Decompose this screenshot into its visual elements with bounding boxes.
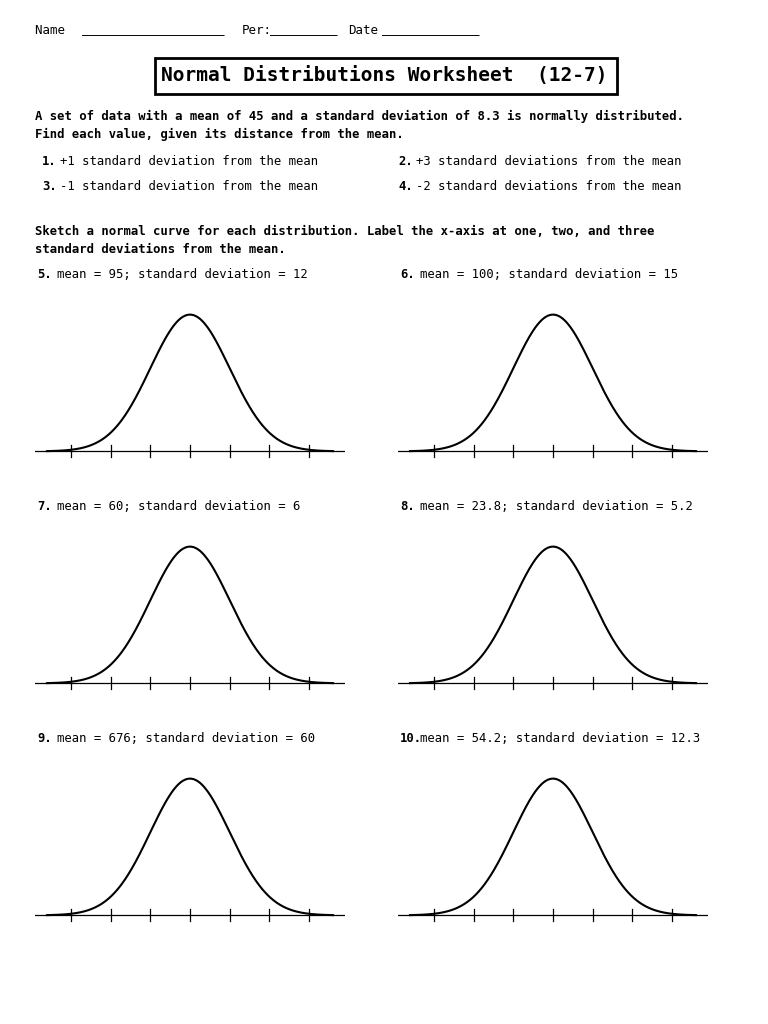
Text: mean = 60; standard deviation = 6: mean = 60; standard deviation = 6: [57, 500, 300, 513]
Text: Name: Name: [35, 24, 72, 37]
Text: Sketch a normal curve for each distribution. Label the x-axis at one, two, and t: Sketch a normal curve for each distribut…: [35, 225, 654, 238]
Text: +3 standard deviations from the mean: +3 standard deviations from the mean: [416, 155, 681, 168]
Text: mean = 54.2; standard deviation = 12.3: mean = 54.2; standard deviation = 12.3: [420, 732, 700, 745]
Text: _________: _________: [270, 24, 337, 37]
Text: Find each value, given its distance from the mean.: Find each value, given its distance from…: [35, 128, 404, 141]
Text: mean = 23.8; standard deviation = 5.2: mean = 23.8; standard deviation = 5.2: [420, 500, 693, 513]
Text: Per:: Per:: [242, 24, 272, 37]
Text: +1 standard deviation from the mean: +1 standard deviation from the mean: [60, 155, 318, 168]
Text: 10.: 10.: [400, 732, 422, 745]
Text: _____________: _____________: [382, 24, 479, 37]
Text: 9.: 9.: [37, 732, 51, 745]
Text: 1.: 1.: [42, 155, 57, 168]
Text: ___________________: ___________________: [82, 24, 224, 37]
Text: -2 standard deviations from the mean: -2 standard deviations from the mean: [416, 180, 681, 193]
Text: mean = 100; standard deviation = 15: mean = 100; standard deviation = 15: [420, 268, 678, 281]
Text: Date: Date: [348, 24, 378, 37]
Text: 8.: 8.: [400, 500, 415, 513]
Text: 3.: 3.: [42, 180, 57, 193]
Text: -1 standard deviation from the mean: -1 standard deviation from the mean: [60, 180, 318, 193]
Text: 6.: 6.: [400, 268, 415, 281]
Text: 2.: 2.: [398, 155, 412, 168]
Text: 4.: 4.: [398, 180, 412, 193]
Text: 7.: 7.: [37, 500, 51, 513]
FancyBboxPatch shape: [155, 58, 617, 94]
Text: mean = 95; standard deviation = 12: mean = 95; standard deviation = 12: [57, 268, 308, 281]
Text: Normal Distributions Worksheet  (12-7): Normal Distributions Worksheet (12-7): [161, 66, 607, 85]
Text: standard deviations from the mean.: standard deviations from the mean.: [35, 243, 286, 256]
Text: A set of data with a mean of 45 and a standard deviation of 8.3 is normally dist: A set of data with a mean of 45 and a st…: [35, 110, 684, 123]
Text: 5.: 5.: [37, 268, 51, 281]
Text: mean = 676; standard deviation = 60: mean = 676; standard deviation = 60: [57, 732, 315, 745]
